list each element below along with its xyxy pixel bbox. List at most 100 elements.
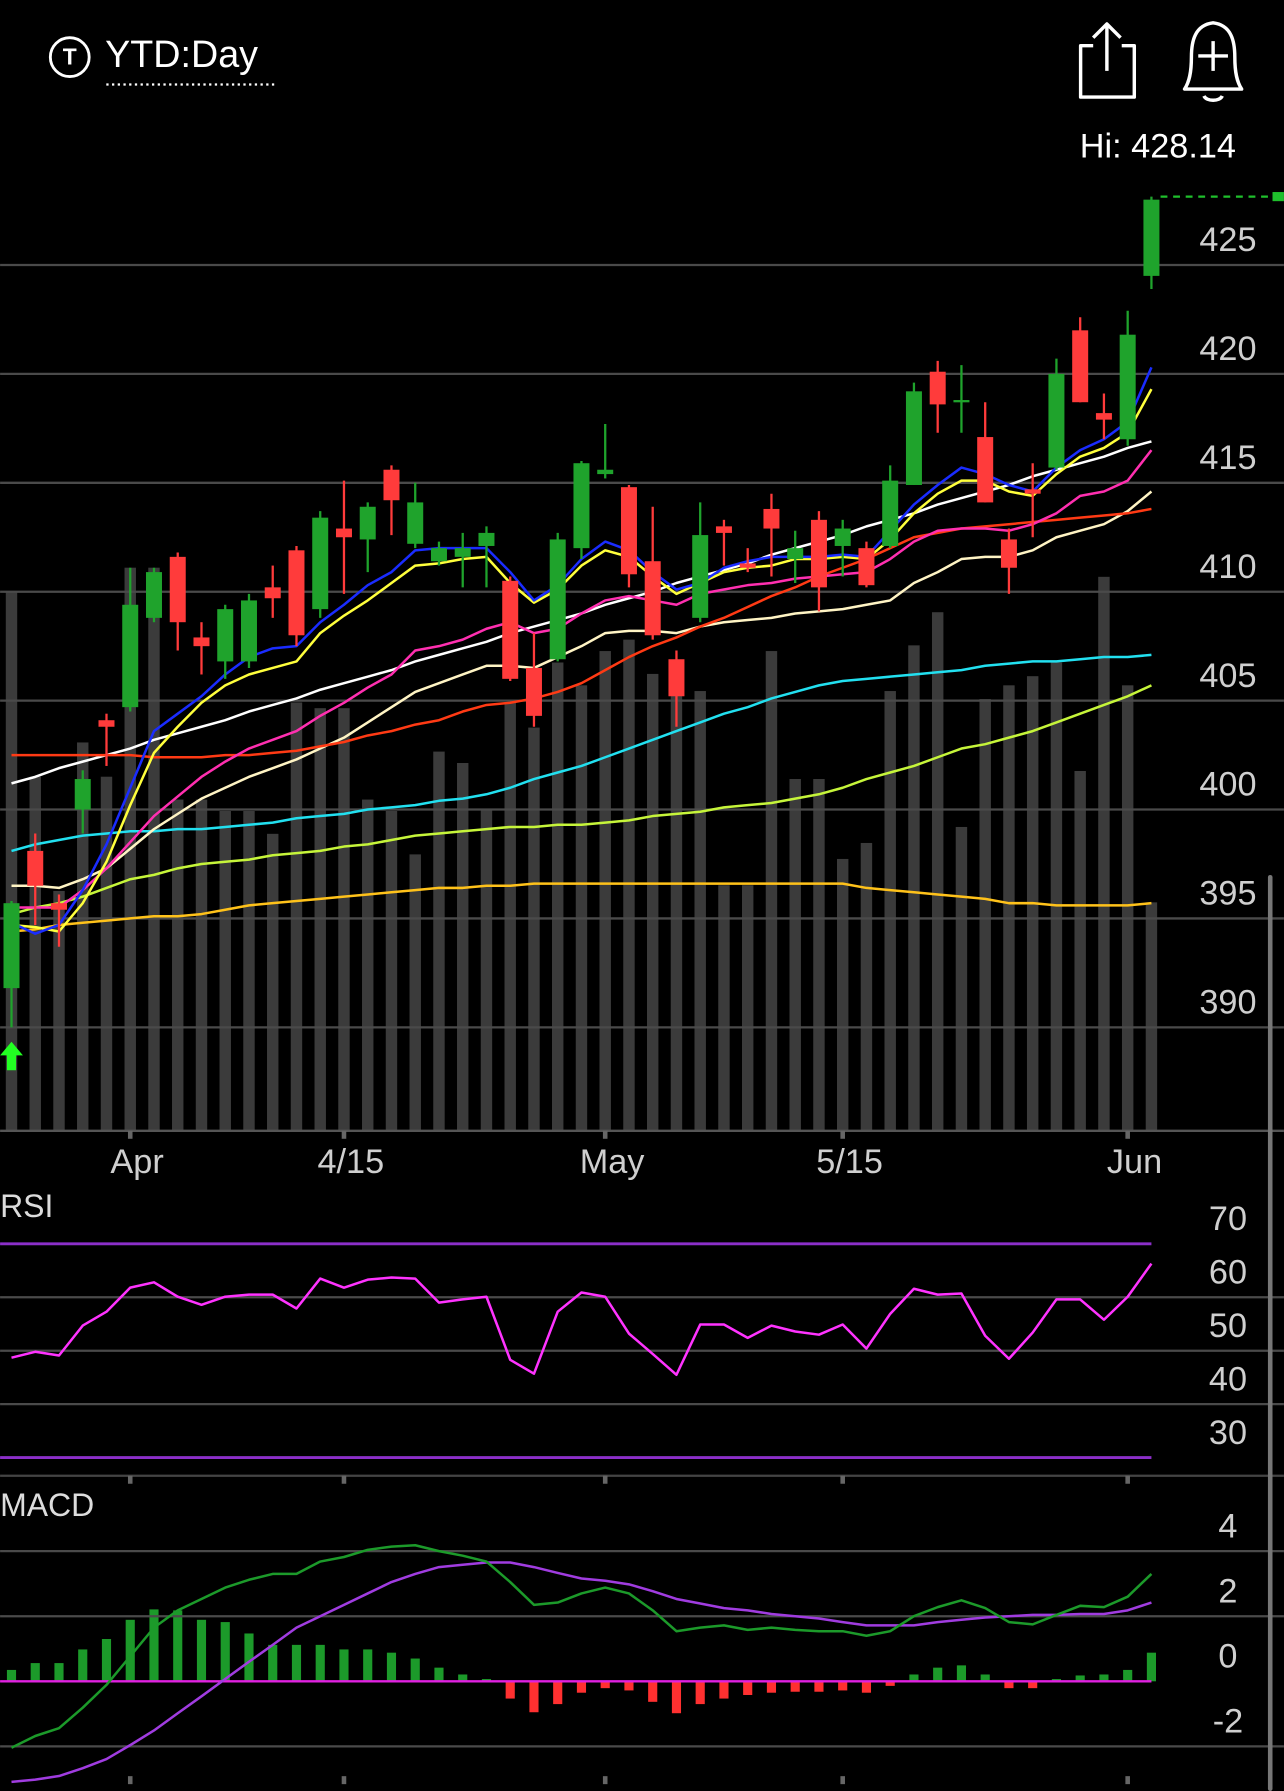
histogram-bar — [434, 1667, 444, 1682]
share-arrow — [1091, 22, 1122, 71]
candle-body — [240, 600, 257, 662]
histogram-bar — [790, 1681, 800, 1692]
candle-body — [169, 556, 186, 623]
volume-bar — [53, 890, 65, 1131]
candle-body — [1143, 199, 1160, 276]
volume-bar — [741, 885, 754, 1131]
candle-body — [3, 903, 20, 989]
candle-body — [953, 400, 970, 403]
x-tick-label: Apr — [110, 1143, 163, 1181]
volume-bar — [267, 833, 279, 1131]
y-tick-label: 420 — [1199, 330, 1256, 368]
histogram-bar — [196, 1619, 207, 1682]
candle-body — [977, 437, 994, 503]
volume-bar — [528, 727, 540, 1131]
volume-bar — [623, 639, 635, 1131]
candle-body — [549, 539, 566, 660]
y-tick-label: 70 — [1209, 1200, 1247, 1238]
y-tick-label: 2 — [1218, 1572, 1237, 1610]
candle-body — [27, 850, 44, 886]
moving-average-line — [11, 388, 1153, 933]
signal-line — [11, 1561, 1152, 1784]
candle-body — [1072, 330, 1089, 403]
high-marker — [1272, 192, 1284, 202]
share-button[interactable] — [1078, 22, 1137, 99]
histogram-bar — [766, 1681, 777, 1693]
volume-bar — [1145, 902, 1158, 1131]
panel-title: MACD — [0, 1487, 94, 1523]
volume-bar — [219, 810, 231, 1131]
volume-bar — [599, 651, 611, 1131]
moving-average-line — [11, 882, 1152, 933]
histogram-bar — [315, 1644, 325, 1682]
share-box — [1078, 43, 1137, 99]
alert-button[interactable] — [1182, 21, 1244, 102]
y-tick-label: 50 — [1209, 1307, 1247, 1345]
candle-body — [858, 548, 875, 586]
y-tick-label: 415 — [1199, 439, 1256, 477]
volume-bar — [979, 699, 991, 1131]
candle-body — [264, 587, 281, 599]
histogram-bar — [125, 1619, 135, 1682]
candle-body — [810, 519, 827, 588]
histogram-bar — [838, 1681, 848, 1691]
volume-bar — [1098, 576, 1110, 1131]
volume-bar — [433, 751, 445, 1131]
y-tick-label: 4 — [1218, 1507, 1237, 1545]
x-tick-label: 4/15 — [317, 1143, 384, 1181]
volume-bar — [29, 776, 41, 1131]
histogram-bar — [861, 1681, 872, 1693]
histogram-bar — [576, 1681, 587, 1693]
histogram-bar — [505, 1681, 515, 1699]
histogram-bar — [933, 1667, 943, 1682]
bell-clapper — [1202, 94, 1224, 102]
volume-bar — [5, 591, 18, 1131]
candle-body — [407, 502, 424, 544]
histogram-bar — [553, 1681, 563, 1705]
candle-body — [454, 548, 471, 557]
y-tick-label: 0 — [1218, 1638, 1237, 1676]
volume-bar — [1050, 662, 1063, 1131]
chart-type-icon[interactable] — [48, 36, 91, 78]
histogram-bar — [719, 1681, 729, 1699]
histogram-bar — [30, 1663, 40, 1682]
volume-bar — [362, 799, 374, 1131]
y-tick-label: 390 — [1199, 984, 1256, 1022]
candle-body — [668, 659, 685, 697]
volume-bar — [457, 763, 469, 1131]
volume-bar — [1003, 685, 1015, 1131]
icon-glyph: T — [63, 43, 77, 69]
histogram-bar — [1004, 1681, 1014, 1689]
histogram-bar — [291, 1644, 302, 1682]
histogram-bar — [54, 1663, 64, 1682]
histogram-bar — [600, 1681, 610, 1689]
volume-bar — [552, 662, 564, 1131]
histogram-bar — [648, 1681, 658, 1702]
buy-signal-arrow — [0, 1041, 23, 1071]
moving-average-line — [11, 490, 1153, 890]
histogram-bar — [1123, 1669, 1133, 1682]
candle-body — [573, 463, 590, 549]
candle-body — [905, 391, 922, 485]
rsi-line — [11, 1262, 1153, 1377]
y-tick-label: 60 — [1209, 1253, 1247, 1291]
candle-body — [1095, 413, 1112, 420]
y-tick-label: 30 — [1209, 1414, 1247, 1452]
candle-body — [359, 506, 376, 540]
bell — [1182, 21, 1244, 91]
volume-bar — [100, 776, 113, 1131]
candle-body — [597, 469, 614, 475]
y-tick-label: 395 — [1199, 875, 1256, 913]
histogram-bar — [743, 1681, 753, 1695]
y-tick-label: 400 — [1199, 766, 1256, 804]
candle-body — [74, 779, 91, 810]
period-title[interactable]: YTD:Day — [105, 33, 258, 75]
y-tick-label: 40 — [1209, 1360, 1247, 1398]
candle-body — [312, 517, 329, 610]
candle-body — [217, 609, 234, 662]
volume-bar — [195, 799, 208, 1131]
histogram-bar — [220, 1622, 230, 1682]
histogram-bar — [1146, 1652, 1156, 1682]
histogram-bar — [814, 1681, 824, 1692]
